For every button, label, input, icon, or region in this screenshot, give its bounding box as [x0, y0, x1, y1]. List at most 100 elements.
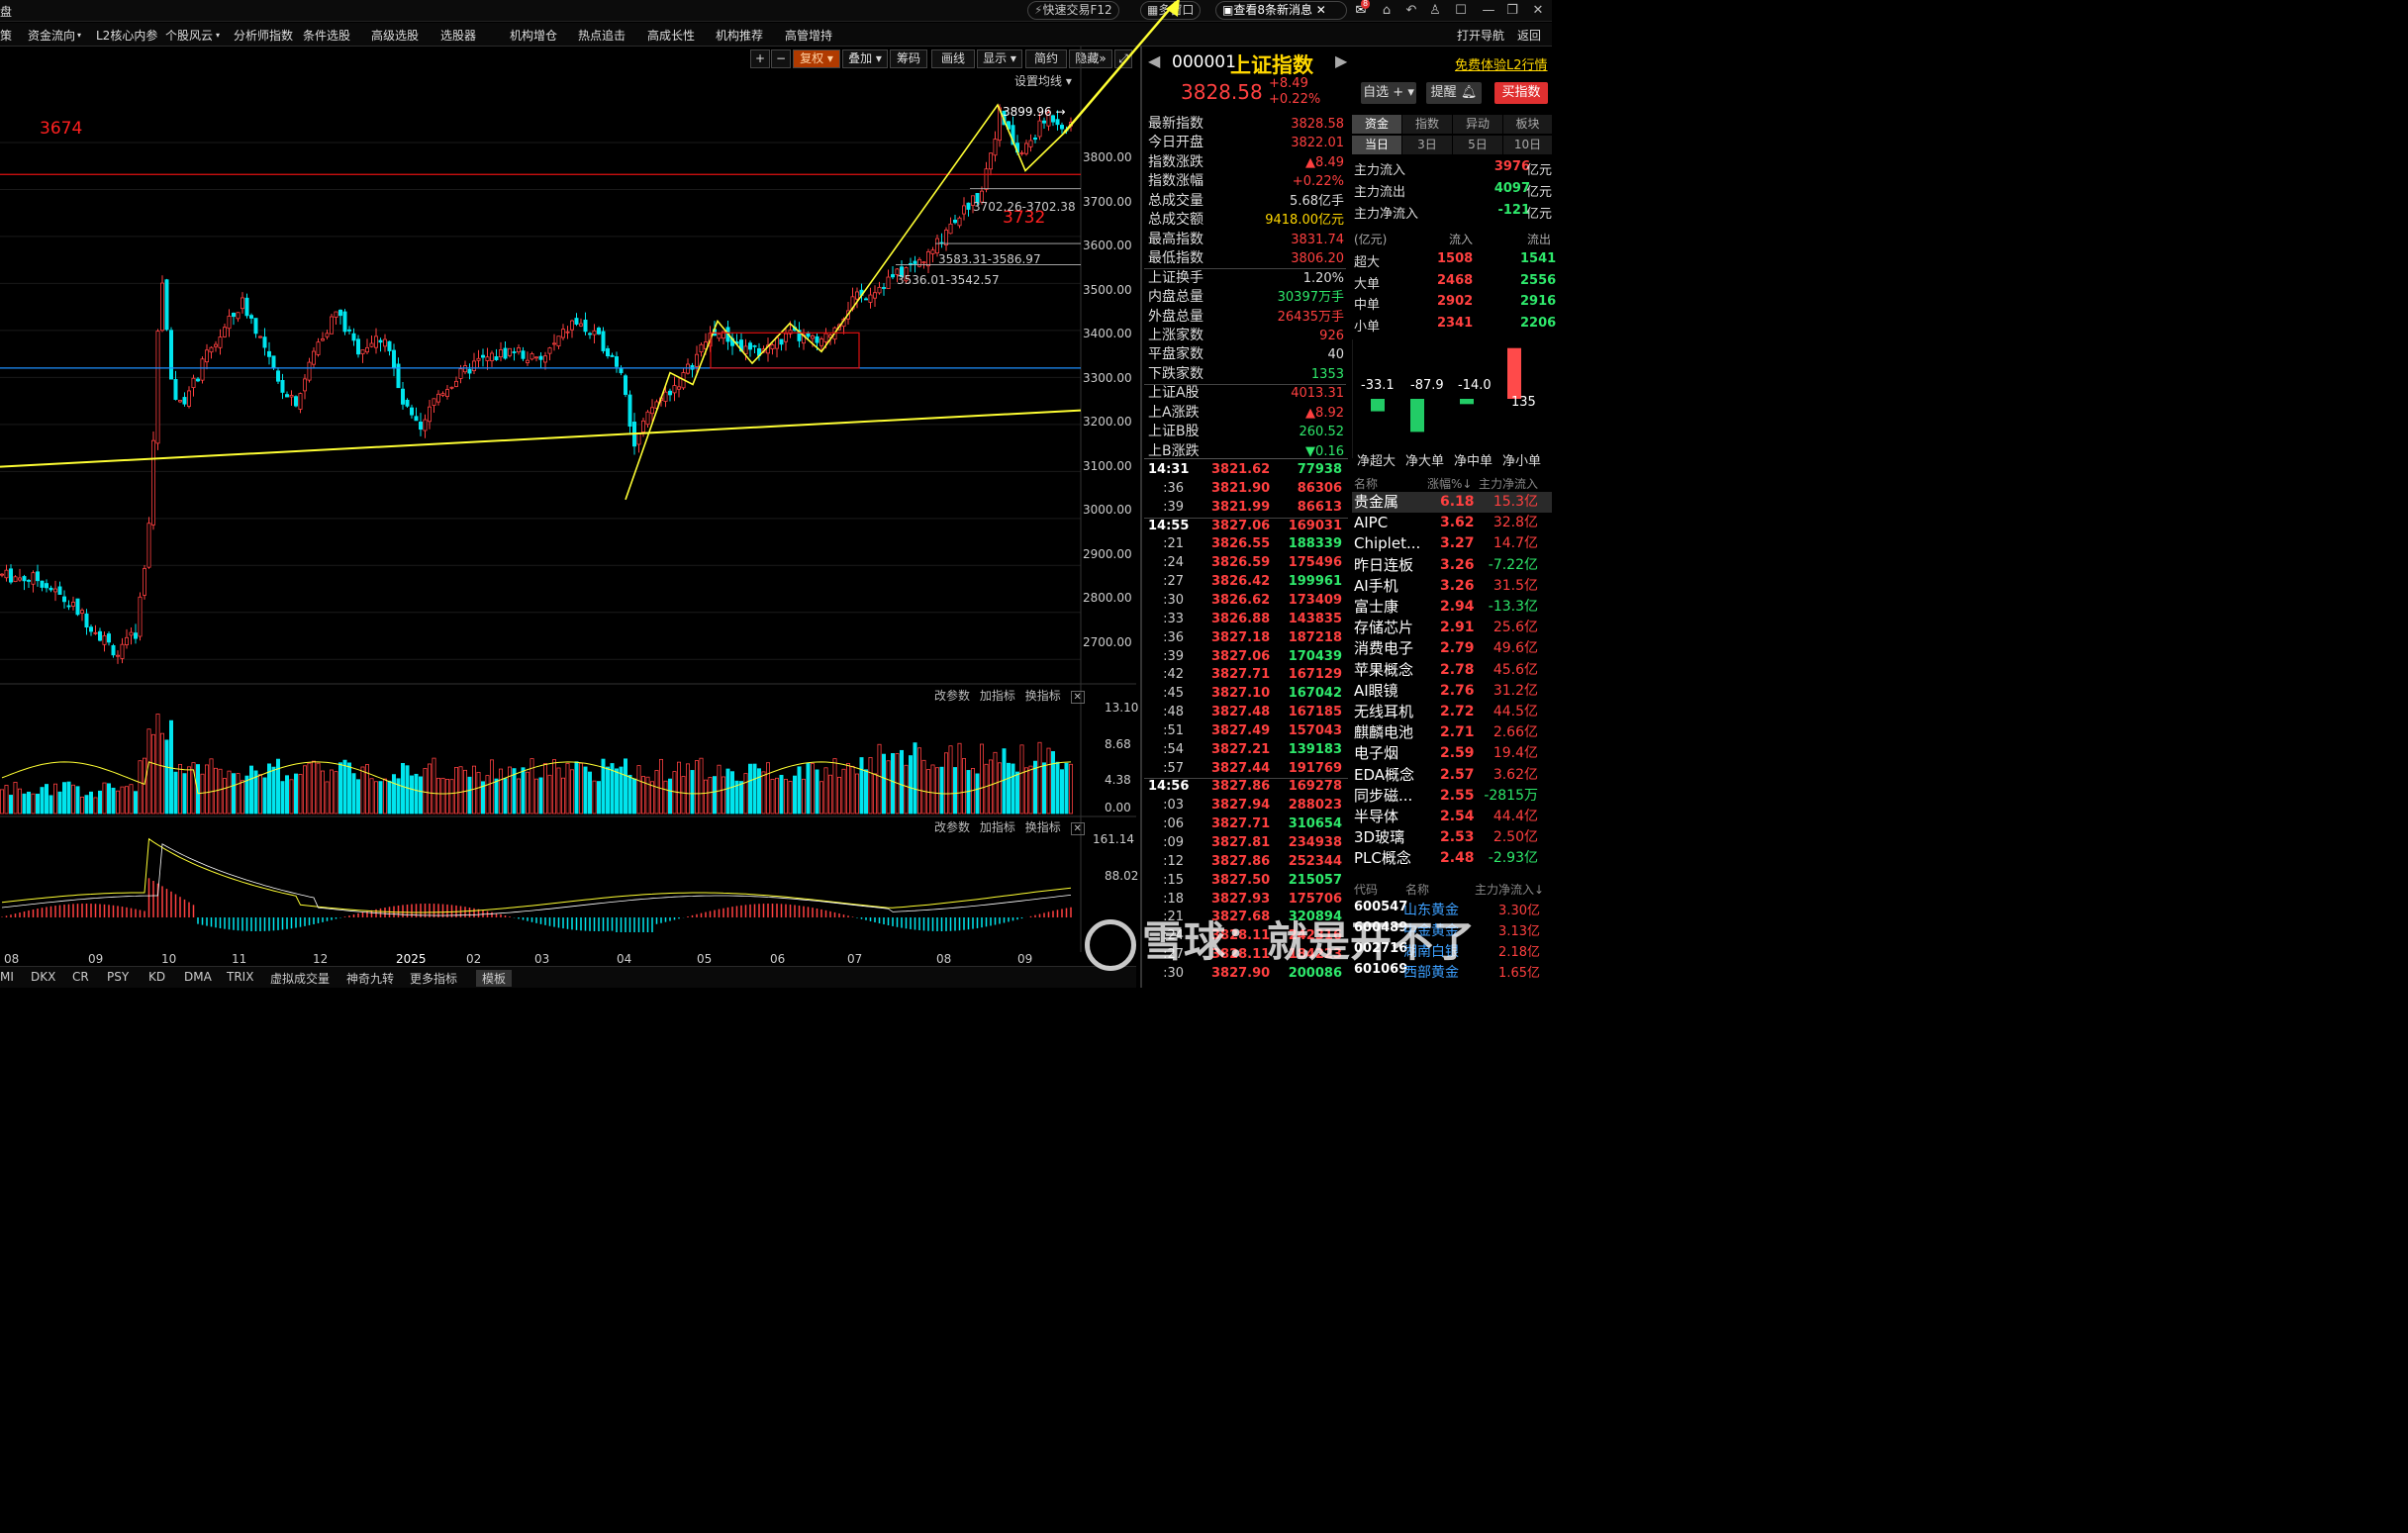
sector-row[interactable]: 无线耳机 2.72 44.5亿 [1352, 702, 1552, 722]
menu-item[interactable]: 机构推荐 [716, 29, 764, 43]
minimize-icon[interactable]: — [1482, 3, 1495, 18]
tick-row[interactable]: :18 3827.93 175706 [1148, 891, 1342, 910]
tick-row[interactable]: :27 3826.42 199961 [1148, 573, 1342, 592]
news-button[interactable]: ▣查看8条新消息 ✕ [1215, 1, 1347, 20]
return-link[interactable]: 返回 [1517, 29, 1542, 43]
indicator-tab[interactable]: DKX [31, 970, 56, 984]
indicator-tab[interactable]: 模板 [476, 970, 513, 987]
switch-indicator-link[interactable]: 换指标 [1024, 820, 1061, 834]
stock-row[interactable]: 002716 湖南白银 2.18亿 [1354, 941, 1552, 961]
tick-row[interactable]: 14:31 3821.62 77938 [1148, 461, 1342, 480]
buy-index-button[interactable]: 买指数 [1494, 82, 1548, 104]
menu-item[interactable]: L2核心内参 [96, 29, 158, 43]
sector-row[interactable]: 富士康 2.94 -13.3亿 [1352, 597, 1552, 618]
kline-chart[interactable] [0, 0, 1180, 967]
add-indicator-link[interactable]: 加指标 [979, 689, 1015, 703]
tick-row[interactable]: :36 3827.18 187218 [1148, 629, 1342, 648]
sector-row[interactable]: 半导体 2.54 44.4亿 [1352, 807, 1552, 827]
zoom-in-button[interactable]: + [750, 49, 770, 68]
tick-row[interactable]: :21 3826.55 188339 [1148, 535, 1342, 554]
menu-item[interactable]: 条件选股 [303, 29, 351, 43]
sector-change-header[interactable]: 涨幅%↓ [1427, 477, 1473, 491]
sector-row[interactable]: Chiplet... 3.27 14.7亿 [1352, 533, 1552, 554]
sector-row[interactable]: 3D玻璃 2.53 2.50亿 [1352, 827, 1552, 848]
menu-item[interactable]: 策 [0, 29, 13, 43]
sector-row[interactable]: 存储芯片 2.91 25.6亿 [1352, 618, 1552, 638]
free-l2-link[interactable]: 免费体验L2行情 [1455, 58, 1548, 73]
sector-row[interactable]: 昨日连板 3.26 -7.22亿 [1352, 555, 1552, 576]
sector-row[interactable]: 消费电子 2.79 49.6亿 [1352, 638, 1552, 659]
indicator-tab[interactable]: 神奇九转 [346, 972, 395, 986]
add-indicator-link[interactable]: 加指标 [979, 820, 1015, 834]
tick-row[interactable]: :48 3827.48 167185 [1148, 704, 1342, 722]
menu-item[interactable]: 资金流向 [28, 29, 76, 43]
tick-row[interactable]: :06 3827.71 310654 [1148, 815, 1342, 834]
close-icon[interactable]: ✕ [1070, 822, 1085, 835]
tick-row[interactable]: :42 3827.71 167129 [1148, 666, 1342, 685]
close-icon[interactable]: ✕ [1532, 3, 1544, 18]
tab-fund[interactable]: 资金 [1352, 115, 1401, 134]
change-params-link[interactable]: 改参数 [934, 689, 971, 703]
sector-row[interactable]: PLC概念 2.48 -2.93亿 [1352, 848, 1552, 869]
tick-row[interactable]: 14:55 3827.06 169031 [1148, 518, 1342, 536]
tick-row[interactable]: :39 3827.06 170439 [1148, 648, 1342, 667]
menu-item[interactable]: 机构增仓 [510, 29, 558, 43]
sector-row[interactable]: 贵金属 6.18 15.3亿 [1352, 492, 1552, 513]
sector-row[interactable]: AIPC 3.62 32.8亿 [1352, 513, 1552, 533]
sector-flow-header[interactable]: 主力净流入 [1479, 477, 1539, 491]
tick-row[interactable]: :15 3827.50 215057 [1148, 872, 1342, 891]
sector-row[interactable]: AI手机 3.26 31.5亿 [1352, 576, 1552, 597]
tick-row[interactable]: :36 3821.90 86306 [1148, 480, 1342, 499]
tick-row[interactable]: :27 3828.11 184223 [1148, 946, 1342, 965]
tick-row[interactable]: :03 3827.94 288023 [1148, 797, 1342, 815]
zoom-out-button[interactable]: − [771, 49, 791, 68]
tick-row[interactable]: :24 3828.11 242316 [1148, 927, 1342, 946]
indicator-tab[interactable]: KD [148, 970, 166, 984]
indicator-tab[interactable]: TRIX [227, 970, 254, 984]
ma-setting-link[interactable]: 设置均线 ▾ [1014, 74, 1072, 88]
overlay-button[interactable]: 叠加 ▾ [842, 49, 888, 68]
stock-row[interactable]: 600547 山东黄金 3.30亿 [1354, 900, 1552, 919]
menu-item[interactable]: 高管增持 [785, 29, 833, 43]
sector-row[interactable]: 苹果概念 2.78 45.6亿 [1352, 660, 1552, 681]
tab-sector[interactable]: 板块 [1503, 115, 1552, 134]
mail-icon[interactable]: ✉ 8 [1355, 0, 1371, 18]
stock-row[interactable]: 600489 中金黄金 3.13亿 [1354, 920, 1552, 940]
tick-row[interactable]: :30 3826.62 173409 [1148, 592, 1342, 611]
sector-row[interactable]: AI眼镜 2.76 31.2亿 [1352, 681, 1552, 702]
restore-icon[interactable]: ❐ [1506, 3, 1518, 18]
fullscreen-icon[interactable]: ⤢ [1114, 49, 1132, 68]
prev-stock-icon[interactable]: ◀ [1148, 51, 1161, 70]
sector-row[interactable]: EDA概念 2.57 3.62亿 [1352, 765, 1552, 786]
sector-row[interactable]: 电子烟 2.59 19.4亿 [1352, 743, 1552, 764]
tab-period-3d[interactable]: 3日 [1402, 136, 1452, 154]
tab-period-10d[interactable]: 10日 [1503, 136, 1552, 154]
menu-item[interactable]: 热点追击 [578, 29, 626, 43]
open-nav-link[interactable]: 打开导航 [1457, 29, 1505, 43]
tick-row[interactable]: :45 3827.10 167042 [1148, 685, 1342, 704]
menu-item[interactable]: 高级选股 [371, 29, 420, 43]
draw-line-button[interactable]: 画线 [931, 49, 975, 68]
indicator-tab[interactable]: MI [0, 970, 14, 984]
next-stock-icon[interactable]: ▶ [1335, 51, 1348, 70]
tick-row[interactable]: :54 3827.21 139183 [1148, 741, 1342, 760]
simple-button[interactable]: 简约 [1025, 49, 1067, 68]
flow-header[interactable]: 主力净流入↓ [1475, 883, 1545, 897]
indicator-tab[interactable]: DMA [184, 970, 212, 984]
indicator-tab[interactable]: PSY [107, 970, 130, 984]
sector-row[interactable]: 麒麟电池 2.71 2.66亿 [1352, 722, 1552, 743]
display-button[interactable]: 显示 ▾ [977, 49, 1022, 68]
tick-row[interactable]: 14:56 3827.86 169278 [1148, 778, 1342, 797]
change-params-link[interactable]: 改参数 [934, 820, 971, 834]
skin-icon[interactable]: ☐ [1455, 3, 1467, 18]
chips-button[interactable]: 筹码 [890, 49, 927, 68]
tick-row[interactable]: :24 3826.59 175496 [1148, 554, 1342, 573]
close-icon[interactable]: ✕ [1070, 691, 1085, 704]
quick-trade-button[interactable]: ⚡快速交易F12 [1027, 1, 1119, 20]
tab-period-today[interactable]: 当日 [1352, 136, 1401, 154]
tick-row[interactable]: :21 3827.68 320894 [1148, 909, 1342, 927]
tick-row[interactable]: :09 3827.81 234938 [1148, 834, 1342, 853]
indicator-tab[interactable]: CR [72, 970, 89, 984]
alert-button[interactable]: 提醒 🔔︎ [1426, 82, 1482, 104]
tick-row[interactable]: :57 3827.44 191769 [1148, 760, 1342, 779]
